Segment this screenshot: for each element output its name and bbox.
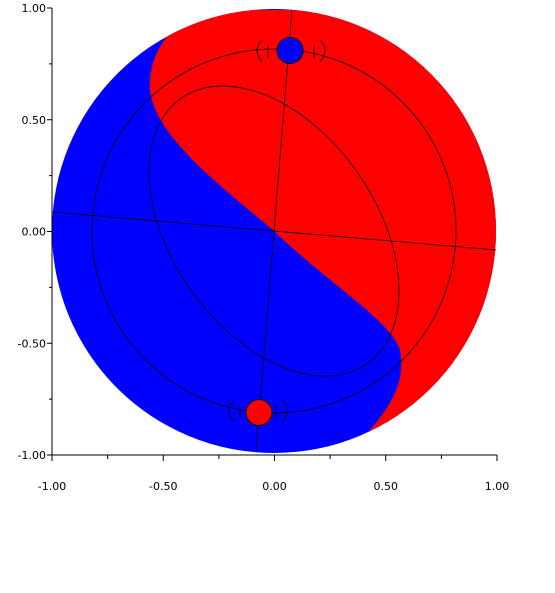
marker-group: [228, 36, 326, 427]
x-tick-label: 0.50: [374, 480, 399, 493]
p-marker-bracket: [256, 39, 326, 63]
x-tick-label: -1.00: [38, 480, 66, 493]
y-tick-label: -1.00: [18, 449, 46, 462]
marker-p: [276, 36, 304, 64]
beachball: [52, 9, 496, 453]
inner-circle: [91, 48, 457, 414]
nodal-lines: [51, 9, 497, 453]
t-marker-bracket: [228, 399, 288, 423]
marker-t: [245, 399, 273, 427]
x-tick-label: 1.00: [485, 480, 510, 493]
y-tick-label: 0.00: [22, 226, 47, 239]
y-tick-label: 0.50: [22, 114, 47, 127]
x-tick-label: 0.00: [262, 480, 287, 493]
axes: [47, 7, 498, 461]
x-tick-label: -0.50: [149, 480, 177, 493]
nodal-plane-1: [148, 85, 400, 377]
y-tick-label: 1.00: [22, 2, 47, 15]
y-tick-label: -0.50: [18, 337, 46, 350]
axis-line-2: [255, 9, 293, 453]
